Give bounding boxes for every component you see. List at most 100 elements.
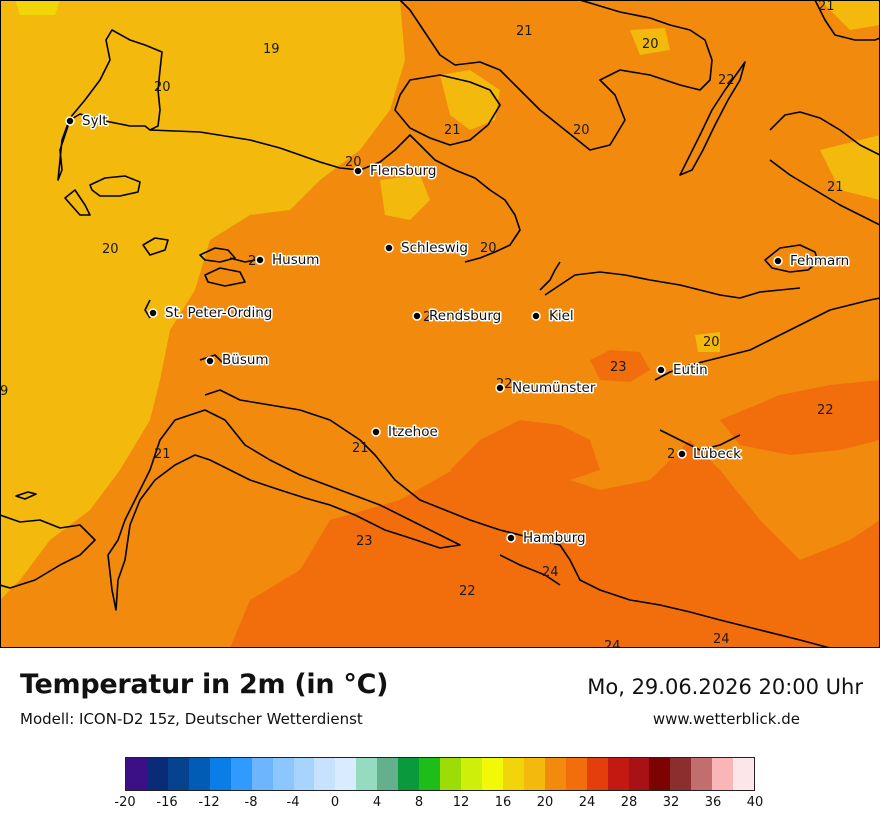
city-flensburg: Flensburg: [353, 162, 438, 181]
isoline-label: 21: [444, 123, 461, 138]
city-fehmarn: Fehmarn: [773, 252, 851, 271]
field-19-20-north: [440, 70, 500, 130]
legend-swatch: [461, 758, 482, 790]
legend-tick-label: 0: [330, 795, 340, 810]
city-st-peter-ording: St. Peter-Ording: [148, 304, 274, 323]
legend-tick-label: -8: [244, 795, 258, 810]
isoline-label: 2: [667, 447, 675, 462]
legend-tick-label: -20: [114, 795, 136, 810]
isoline-label: 9: [0, 384, 8, 399]
field-19-20-ne: [630, 28, 670, 55]
legend-swatch: [209, 758, 231, 790]
city-neumuenster: Neumünster: [495, 379, 597, 398]
city-rendsburg: Rendsburg: [412, 307, 503, 326]
legend-tick-label: 4: [372, 795, 382, 810]
legend-tick-label: -16: [156, 795, 178, 810]
legend-tick-label: 36: [704, 795, 722, 810]
field-22-24-inland: [450, 420, 600, 480]
legend-swatch: [356, 758, 378, 790]
field-19-20-top: [820, 0, 880, 30]
model-info: Modell: ICON-D2 15z, Deutscher Wetterdie…: [20, 710, 363, 728]
legend-swatch: [230, 758, 252, 790]
isoline-label: 20: [642, 37, 659, 52]
isoline-label: 20: [573, 123, 590, 138]
legend-swatch: [649, 758, 671, 790]
city-label: Schleswig: [401, 240, 468, 256]
legend-swatch: [607, 758, 629, 790]
legend-swatch: [146, 758, 168, 790]
city-label: Lübeck: [693, 446, 741, 462]
isoline-label: 21: [154, 447, 171, 462]
field-22-24-east: [720, 380, 880, 455]
isoline-label: 20: [703, 335, 720, 350]
city-label: Flensburg: [370, 163, 436, 179]
field-19-20-west: [0, 0, 405, 600]
chart-title: Temperatur in 2m (in °C): [20, 669, 389, 700]
city-label: Husum: [272, 252, 319, 268]
forecast-datetime: Mo, 29.06.2026 20:00 Uhr: [587, 675, 863, 699]
legend-tick-label: -12: [198, 795, 220, 810]
city-label: Fehmarn: [790, 253, 849, 269]
legend-tick-label: 12: [452, 795, 470, 810]
city-label: Eutin: [673, 362, 708, 378]
city-husum: Husum: [255, 251, 321, 270]
website-link[interactable]: www.wetterblick.de: [652, 710, 800, 728]
legend-tick-label: 32: [662, 795, 680, 810]
isoline-label: 21: [352, 441, 369, 456]
legend-swatch: [314, 758, 336, 790]
city-kiel: Kiel: [531, 307, 575, 326]
legend-swatch: [335, 758, 357, 790]
field-19-20-eutin: [695, 332, 720, 352]
legend-swatch: [188, 758, 210, 790]
legend-tick-label: 16: [494, 795, 512, 810]
isoline-label: 24: [713, 632, 730, 647]
city-label: Rendsburg: [429, 308, 501, 324]
city-hamburg: Hamburg: [506, 529, 587, 548]
city-label: Hamburg: [523, 530, 586, 546]
color-legend-ticks: -20 -16 -12 -8 -4 0 4 8 12 16 20 24 28 32 36 40: [0, 795, 880, 815]
isoline-label: 23: [356, 534, 373, 549]
color-legend-bar: [125, 757, 755, 791]
legend-swatch: [272, 758, 294, 790]
city-schleswig: Schleswig: [384, 239, 470, 258]
city-sylt: Sylt: [65, 112, 109, 131]
field-19-20-east: [820, 135, 880, 200]
isoline-label: 21: [818, 0, 835, 14]
isoline-label: 24: [542, 565, 559, 580]
city-label: Itzehoe: [388, 424, 438, 440]
isoline-label: 24: [604, 639, 621, 648]
field-18-19-corner: [15, 0, 60, 15]
legend-swatch: [523, 758, 545, 790]
city-luebeck: Lübeck: [677, 445, 743, 464]
isoline-label: 21: [516, 24, 533, 39]
legend-tick-label: 40: [746, 795, 764, 810]
city-markers: Sylt Flensburg Schleswig Husum St. Peter…: [65, 112, 851, 548]
legend-swatch: [670, 758, 692, 790]
city-label: Neumünster: [512, 380, 596, 396]
legend-tick-label: 28: [620, 795, 638, 810]
city-label: Kiel: [549, 308, 574, 324]
legend-swatch: [251, 758, 273, 790]
legend-tick-label: 20: [536, 795, 554, 810]
isoline-label: 2: [248, 254, 256, 269]
isoline-labels: 21 20 19 20 21 22 20 20 21 20 21 2 20 2 …: [0, 0, 844, 648]
city-label: Büsum: [222, 352, 269, 368]
isoline-label: 22: [817, 403, 834, 418]
isoline-label: 20: [102, 242, 119, 257]
isoline-label: 20: [345, 155, 362, 170]
isoline-label: 22: [718, 73, 735, 88]
isoline-label: 23: [610, 360, 627, 375]
isoline-label: 22: [459, 584, 476, 599]
legend-swatch: [419, 758, 441, 790]
legend-swatch: [712, 758, 734, 790]
legend-swatch: [481, 758, 503, 790]
isoline-label: 2: [423, 310, 431, 325]
isoline-label: 19: [263, 42, 280, 57]
legend-swatch: [733, 758, 755, 790]
city-label: Sylt: [82, 113, 108, 129]
legend-swatch: [565, 758, 587, 790]
legend-tick-label: 8: [414, 795, 424, 810]
isoline-label: 20: [480, 241, 497, 256]
legend-swatch: [398, 758, 420, 790]
field-19-20-sw: [0, 400, 60, 470]
